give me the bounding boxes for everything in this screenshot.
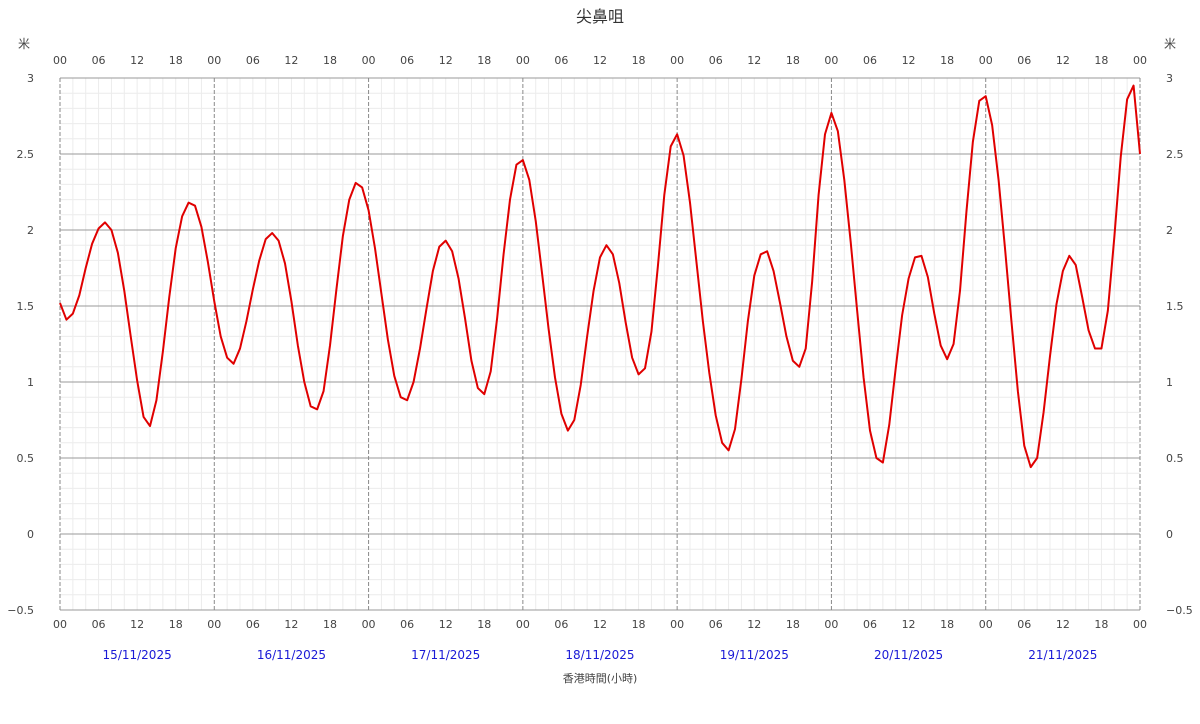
y-tick-label-left: 0.5 [17, 452, 35, 465]
x-axis-ticks-top: 00 06 12 18 00 06 12 18 00 06 12 18 00 06 12 18 00 06 12 18… [53, 54, 1147, 67]
y-tick-label-left: 2.5 [17, 148, 35, 161]
y-tick-label-right: −0.5 [1166, 604, 1193, 617]
x-hour-tick-bottom: 06 [246, 618, 260, 631]
y-axis-ticks: 3 3 2.5 2.5 2 2 1.5 1.5 1 1 0.5 0.5 0 0 −0.5 −0.5 [7, 72, 1192, 617]
x-hour-tick-top: 00 [516, 54, 530, 67]
chart-title: 尖鼻咀 [576, 7, 624, 26]
y-tick-label-left: 3 [27, 72, 34, 85]
y-tick-label-right: 2.5 [1166, 148, 1184, 161]
x-hour-tick-bottom: 06 [863, 618, 877, 631]
date-label: 18/11/2025 [565, 648, 634, 662]
x-hour-tick-bottom: 12 [593, 618, 607, 631]
x-hour-tick-top: 06 [400, 54, 414, 67]
x-hour-tick-bottom: 00 [53, 618, 67, 631]
x-hour-tick-top: 00 [1133, 54, 1147, 67]
x-hour-tick-top: 06 [92, 54, 106, 67]
x-hour-tick-bottom: 00 [979, 618, 993, 631]
y-tick-label-left: 2 [27, 224, 34, 237]
day-separator-lines [59, 78, 1141, 610]
x-hour-tick-top: 06 [709, 54, 723, 67]
x-hour-tick-top: 18 [632, 54, 646, 67]
x-hour-tick-top: 18 [786, 54, 800, 67]
x-hour-tick-bottom: 18 [169, 618, 183, 631]
tide-height-line [59, 84, 1141, 469]
y-axis-unit-right: 米 [1164, 37, 1176, 51]
x-hour-tick-bottom: 12 [284, 618, 298, 631]
y-tick-label-left: 1.5 [17, 300, 35, 313]
date-label: 15/11/2025 [103, 648, 172, 662]
x-axis-ticks-bottom: 00 06 12 18 00 06 12 18 00 06 12 18 00 06 12 18 00 06 12 18… [53, 618, 1147, 631]
x-hour-tick-bottom: 18 [786, 618, 800, 631]
y-tick-label-right: 1.5 [1166, 300, 1184, 313]
x-hour-tick-top: 12 [284, 54, 298, 67]
x-hour-tick-top: 12 [439, 54, 453, 67]
x-hour-tick-bottom: 00 [670, 618, 684, 631]
x-hour-tick-bottom: 06 [554, 618, 568, 631]
x-hour-tick-top: 06 [863, 54, 877, 67]
x-hour-tick-bottom: 18 [1094, 618, 1108, 631]
x-hour-tick-top: 18 [1094, 54, 1108, 67]
x-hour-tick-top: 18 [323, 54, 337, 67]
x-hour-tick-top: 00 [53, 54, 67, 67]
x-hour-tick-bottom: 06 [92, 618, 106, 631]
x-hour-tick-top: 18 [169, 54, 183, 67]
major-grid [60, 77, 1140, 611]
x-hour-tick-top: 00 [207, 54, 221, 67]
x-hour-tick-bottom: 12 [130, 618, 144, 631]
x-hour-tick-top: 12 [747, 54, 761, 67]
x-hour-tick-top: 00 [979, 54, 993, 67]
x-hour-tick-top: 18 [477, 54, 491, 67]
x-hour-tick-bottom: 12 [747, 618, 761, 631]
x-hour-tick-top: 18 [940, 54, 954, 67]
x-hour-tick-top: 06 [554, 54, 568, 67]
y-axis-unit-left: 米 [18, 37, 30, 51]
x-hour-tick-bottom: 00 [516, 618, 530, 631]
x-hour-tick-bottom: 18 [940, 618, 954, 631]
date-label: 17/11/2025 [411, 648, 480, 662]
x-hour-tick-top: 00 [824, 54, 838, 67]
x-hour-tick-bottom: 00 [824, 618, 838, 631]
x-hour-tick-top: 12 [130, 54, 144, 67]
y-tick-label-left: 0 [27, 528, 34, 541]
x-hour-tick-top: 00 [362, 54, 376, 67]
y-tick-label-right: 1 [1166, 376, 1173, 389]
x-hour-tick-bottom: 06 [709, 618, 723, 631]
x-hour-tick-bottom: 06 [400, 618, 414, 631]
x-hour-tick-top: 06 [1017, 54, 1031, 67]
date-label: 16/11/2025 [257, 648, 326, 662]
x-hour-tick-bottom: 18 [632, 618, 646, 631]
x-hour-tick-bottom: 12 [1056, 618, 1070, 631]
x-hour-tick-bottom: 12 [902, 618, 916, 631]
date-label: 20/11/2025 [874, 648, 943, 662]
x-hour-tick-bottom: 06 [1017, 618, 1031, 631]
x-hour-tick-bottom: 00 [362, 618, 376, 631]
x-hour-tick-bottom: 18 [323, 618, 337, 631]
y-tick-label-right: 0.5 [1166, 452, 1184, 465]
x-axis-label: 香港時間(小時) [563, 672, 638, 685]
y-tick-label-right: 0 [1166, 528, 1173, 541]
x-hour-tick-top: 12 [593, 54, 607, 67]
x-hour-tick-top: 12 [1056, 54, 1070, 67]
x-hour-tick-top: 06 [246, 54, 260, 67]
y-tick-label-right: 2 [1166, 224, 1173, 237]
x-hour-tick-bottom: 18 [477, 618, 491, 631]
date-label: 19/11/2025 [720, 648, 789, 662]
x-hour-tick-bottom: 00 [207, 618, 221, 631]
x-hour-tick-top: 00 [670, 54, 684, 67]
y-tick-label-left: −0.5 [7, 604, 34, 617]
x-axis-date-labels: 15/11/2025 16/11/2025 17/11/2025 18/11/2025… [103, 648, 1098, 662]
x-hour-tick-bottom: 00 [1133, 618, 1147, 631]
y-tick-label-left: 1 [27, 376, 34, 389]
x-hour-tick-bottom: 12 [439, 618, 453, 631]
date-label: 21/11/2025 [1028, 648, 1097, 662]
y-tick-label-right: 3 [1166, 72, 1173, 85]
x-hour-tick-top: 12 [902, 54, 916, 67]
